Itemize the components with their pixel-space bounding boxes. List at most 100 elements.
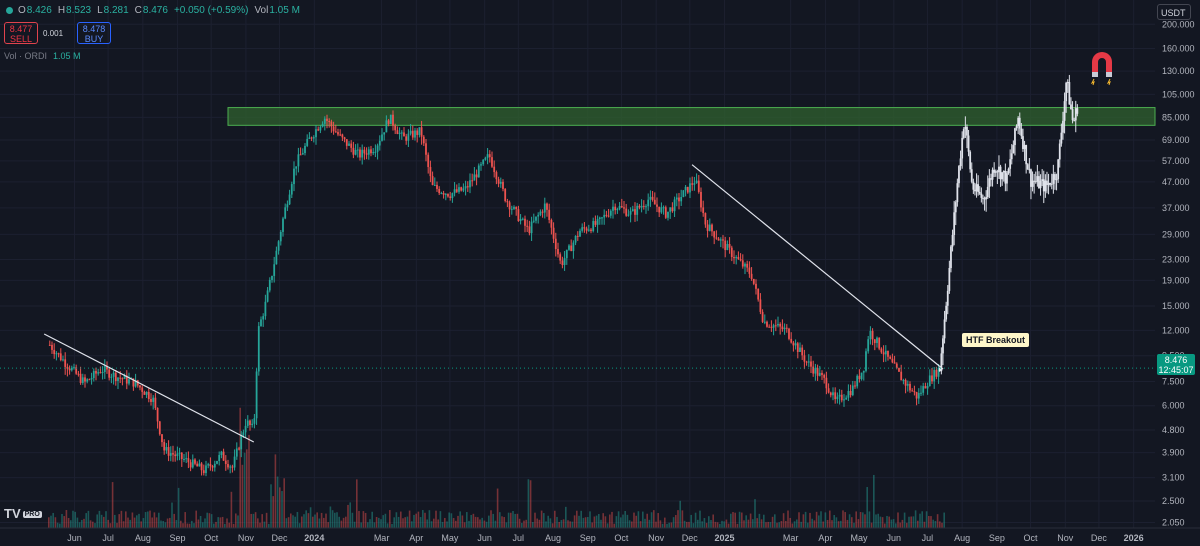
candle <box>1004 170 1007 184</box>
volume-bar <box>393 517 395 528</box>
volume-bar <box>622 514 624 528</box>
volume-bar <box>369 519 371 528</box>
volume-bar <box>578 515 580 528</box>
buy-button[interactable]: 8.478 BUY <box>77 22 111 44</box>
x-tick-label: 2025 <box>715 533 735 543</box>
candle <box>937 367 940 377</box>
volume-value: 1.05 M <box>269 5 300 16</box>
candle <box>99 372 102 374</box>
volume-indicator-legend[interactable]: Vol · ORDI 1.05 M <box>4 51 81 61</box>
candle <box>552 227 555 239</box>
candle <box>231 466 234 468</box>
x-tick-label: Dec <box>682 533 699 543</box>
volume-bar <box>98 510 101 528</box>
candle <box>664 207 667 218</box>
volume-bar <box>479 519 481 528</box>
volume-bar <box>925 511 928 528</box>
candle <box>345 139 348 146</box>
candle <box>967 135 970 152</box>
candle <box>667 211 669 218</box>
candle <box>447 193 449 197</box>
volume-bar <box>188 523 191 528</box>
candle <box>343 137 346 140</box>
volume-bar <box>391 523 393 528</box>
candle <box>691 183 694 185</box>
candle <box>88 379 91 381</box>
candle <box>739 259 742 261</box>
candle <box>475 174 478 178</box>
candle <box>763 321 766 323</box>
volume-bar <box>70 520 72 528</box>
volume-bar <box>802 514 805 528</box>
volume-bar <box>169 517 171 528</box>
candle <box>1074 108 1077 121</box>
volume-bar <box>466 512 468 528</box>
candle <box>165 447 168 451</box>
candle <box>224 460 227 464</box>
volume-bar <box>323 517 325 528</box>
volume-bar <box>899 522 901 528</box>
volume-bar <box>204 518 206 528</box>
x-tick-label: Aug <box>545 533 561 543</box>
volume-bar <box>463 522 466 528</box>
trendline[interactable] <box>43 333 255 443</box>
volume-bar <box>884 523 886 528</box>
candle <box>649 196 652 200</box>
price-axis[interactable]: 200.000 160.000 130.000 105.000 85.000 69.000… <box>1162 19 1195 527</box>
volume-bar <box>382 515 384 528</box>
tradingview-logo[interactable]: TV PRO <box>4 506 42 521</box>
volume-bar <box>719 523 721 528</box>
x-tick-label: May <box>441 533 459 543</box>
candle <box>464 186 467 189</box>
candle <box>869 330 872 340</box>
candle <box>213 463 216 468</box>
candle <box>519 218 522 221</box>
volume-bar <box>371 511 373 528</box>
candle <box>911 390 914 392</box>
candle <box>559 254 562 261</box>
candle <box>526 225 529 227</box>
volume-bar <box>613 523 615 528</box>
volume-bar <box>367 522 369 528</box>
candle <box>978 191 981 194</box>
candle <box>106 366 108 370</box>
candle <box>849 390 852 396</box>
volume-bar <box>551 523 554 528</box>
trendline[interactable] <box>691 164 944 370</box>
volume-bar <box>340 520 343 528</box>
volume-bar <box>437 519 439 528</box>
candle <box>1058 143 1061 160</box>
volume-bar <box>426 519 428 528</box>
candle <box>904 379 907 386</box>
candle <box>942 338 944 354</box>
candle <box>271 275 273 280</box>
sell-button[interactable]: 8.477 SELL <box>4 22 38 44</box>
volume-bar <box>195 510 197 528</box>
y-tick-label: 57.000 <box>1162 156 1190 166</box>
candle <box>392 114 394 126</box>
candle <box>491 157 493 167</box>
candle <box>801 347 804 356</box>
volume-bar <box>694 512 697 528</box>
volume-bar <box>661 523 664 528</box>
volume-bar <box>424 512 426 528</box>
candle <box>986 186 989 198</box>
volume-bar <box>593 516 596 528</box>
volume-bar <box>239 407 241 528</box>
candle <box>623 207 625 209</box>
candle <box>640 205 643 208</box>
currency-selector[interactable]: USDT <box>1157 4 1191 20</box>
volume-bar <box>492 513 494 528</box>
candle <box>306 138 309 146</box>
volume-bar <box>136 515 138 528</box>
x-tick-label: Oct <box>614 533 629 543</box>
candle <box>724 240 727 251</box>
volume-bar <box>470 514 472 528</box>
candle <box>948 267 951 291</box>
candle <box>926 385 929 389</box>
candle <box>920 392 922 394</box>
candle <box>752 278 755 284</box>
candle <box>662 207 665 209</box>
time-axis[interactable]: Jun Jul Aug Sep Oct Nov Dec 2024 Mar Apr May Jun Jul… <box>0 527 1200 543</box>
